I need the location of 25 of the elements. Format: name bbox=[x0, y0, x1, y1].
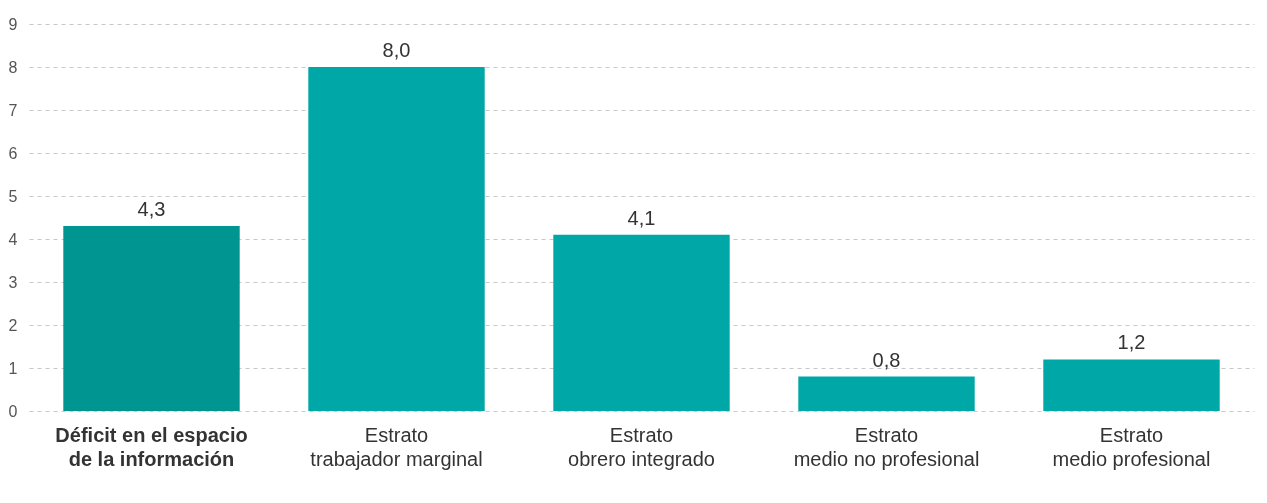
bar bbox=[63, 226, 240, 411]
y-tick-label: 4 bbox=[8, 230, 18, 248]
bar bbox=[1043, 359, 1220, 411]
bar bbox=[308, 67, 485, 411]
y-tick-label: 3 bbox=[8, 273, 18, 291]
data-label: 8,0 bbox=[382, 39, 411, 61]
bar bbox=[798, 376, 975, 411]
y-tick-label: 0 bbox=[8, 402, 18, 420]
y-tick-label: 7 bbox=[8, 101, 18, 119]
y-tick-label: 6 bbox=[8, 144, 18, 162]
x-tick-label: Déficit en el espacio de la información bbox=[55, 423, 248, 470]
bar bbox=[553, 234, 730, 411]
y-tick-label: 5 bbox=[8, 187, 18, 205]
data-label: 1,2 bbox=[1117, 331, 1146, 354]
data-label: 0,8 bbox=[872, 348, 901, 371]
y-tick-label: 9 bbox=[8, 15, 18, 33]
x-tick-label: Estrato medio profesional bbox=[1052, 423, 1211, 470]
data-label: 4,1 bbox=[627, 206, 656, 229]
y-tick-label: 2 bbox=[8, 316, 18, 334]
y-tick-label: 8 bbox=[8, 58, 18, 76]
data-label: 4,3 bbox=[137, 198, 166, 221]
x-tick-label: Estrato obrero integrado bbox=[568, 423, 715, 470]
y-tick-label: 1 bbox=[8, 359, 18, 377]
x-tick-label: Estrato medio no profesional bbox=[793, 423, 980, 470]
x-tick-label: Estrato trabajador marginal bbox=[310, 423, 483, 470]
